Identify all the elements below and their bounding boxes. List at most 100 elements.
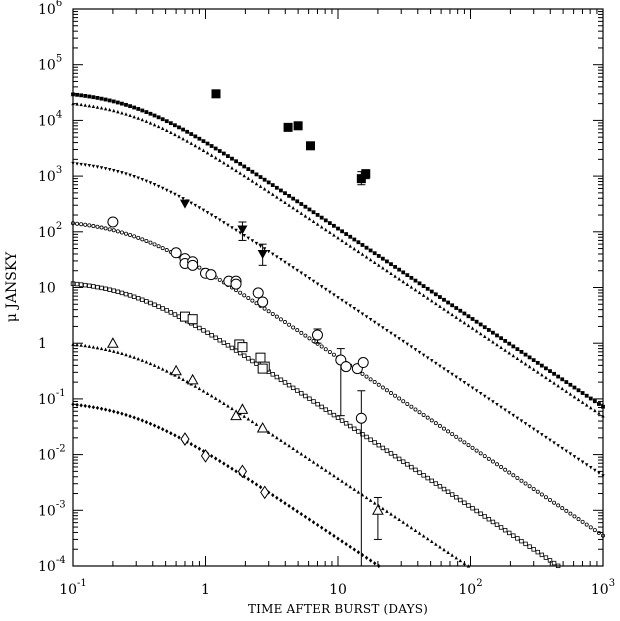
y-tick-label: 103 (38, 165, 62, 185)
data-point (293, 121, 303, 131)
model-point (291, 266, 295, 270)
model-point (103, 407, 108, 412)
model-point (295, 509, 299, 514)
model-point (593, 468, 597, 473)
model-point (397, 267, 402, 272)
model-point (156, 124, 161, 129)
model-point (503, 408, 507, 412)
model-point (417, 281, 422, 286)
model-point (360, 371, 365, 376)
model-point (409, 404, 414, 409)
model-point (274, 374, 280, 380)
model-point (449, 492, 455, 497)
model-point (270, 372, 275, 377)
model-point (127, 293, 133, 298)
model-point (564, 449, 569, 453)
model-point (564, 508, 569, 513)
model-point (421, 534, 426, 538)
model-point (278, 317, 283, 322)
model-point (531, 367, 536, 371)
model-point (364, 495, 369, 500)
x-tick-label: 102 (458, 578, 482, 598)
model-point (140, 297, 145, 302)
y-tick-label: 105 (38, 54, 62, 74)
model-point (213, 155, 218, 160)
model-point (128, 414, 132, 419)
model-point (295, 208, 299, 213)
model-point (307, 336, 312, 341)
model-point (417, 350, 422, 355)
model-point (75, 162, 79, 166)
model-point (584, 393, 589, 398)
model-point (160, 126, 165, 131)
model-point (213, 216, 218, 220)
model-point (474, 448, 479, 453)
model-point (262, 247, 267, 251)
model-point (491, 400, 495, 404)
model-point (144, 420, 149, 425)
model-point (405, 462, 410, 467)
model-point (303, 333, 308, 338)
model-point (368, 257, 373, 262)
model-point (128, 233, 133, 238)
model-point (242, 173, 246, 178)
model-point (417, 290, 422, 295)
model-point (539, 363, 544, 368)
model-point (324, 468, 328, 472)
model-point (491, 330, 495, 335)
model-point (564, 389, 569, 393)
model-point (572, 455, 577, 459)
model-point (454, 556, 458, 560)
model-point (425, 475, 430, 481)
model-point (327, 410, 333, 415)
model-point (588, 396, 593, 401)
model-point (164, 308, 169, 313)
model-point (323, 218, 328, 223)
model-point (165, 128, 169, 132)
model-point (564, 380, 569, 384)
model-point (290, 385, 296, 391)
model-point (336, 296, 340, 300)
model-point (515, 416, 520, 421)
model-point (213, 146, 218, 151)
model-point (572, 514, 577, 519)
model-point (527, 544, 532, 549)
model-point (372, 260, 377, 265)
model-point (201, 449, 206, 454)
model-point (360, 312, 365, 316)
model-point (340, 298, 344, 303)
model-point (112, 409, 116, 414)
model-point (470, 326, 475, 330)
model-point (140, 358, 145, 362)
model-point (552, 381, 556, 385)
model-point (242, 234, 246, 238)
model-point (425, 296, 430, 300)
model-point (279, 188, 283, 193)
model-point (193, 134, 198, 139)
model-point (258, 244, 263, 248)
model-point (551, 560, 557, 566)
model-point (405, 282, 410, 286)
model-point (99, 406, 104, 411)
model-point (458, 437, 463, 442)
model-point (169, 431, 173, 436)
model-point (519, 538, 524, 544)
model-point (274, 314, 279, 319)
model-point (246, 356, 251, 361)
model-point (209, 144, 214, 148)
model-point (483, 334, 487, 339)
model-point (385, 509, 389, 513)
model-point (152, 242, 157, 247)
model-point (160, 186, 165, 191)
model-point (388, 451, 394, 456)
model-point (266, 309, 271, 314)
model-point (107, 287, 112, 292)
data-point (357, 357, 369, 369)
model-point (144, 110, 149, 114)
model-point (389, 331, 393, 336)
model-point (381, 326, 385, 330)
model-point (450, 303, 455, 308)
model-point (189, 141, 193, 145)
model-point (576, 388, 581, 393)
data-point (283, 122, 293, 132)
